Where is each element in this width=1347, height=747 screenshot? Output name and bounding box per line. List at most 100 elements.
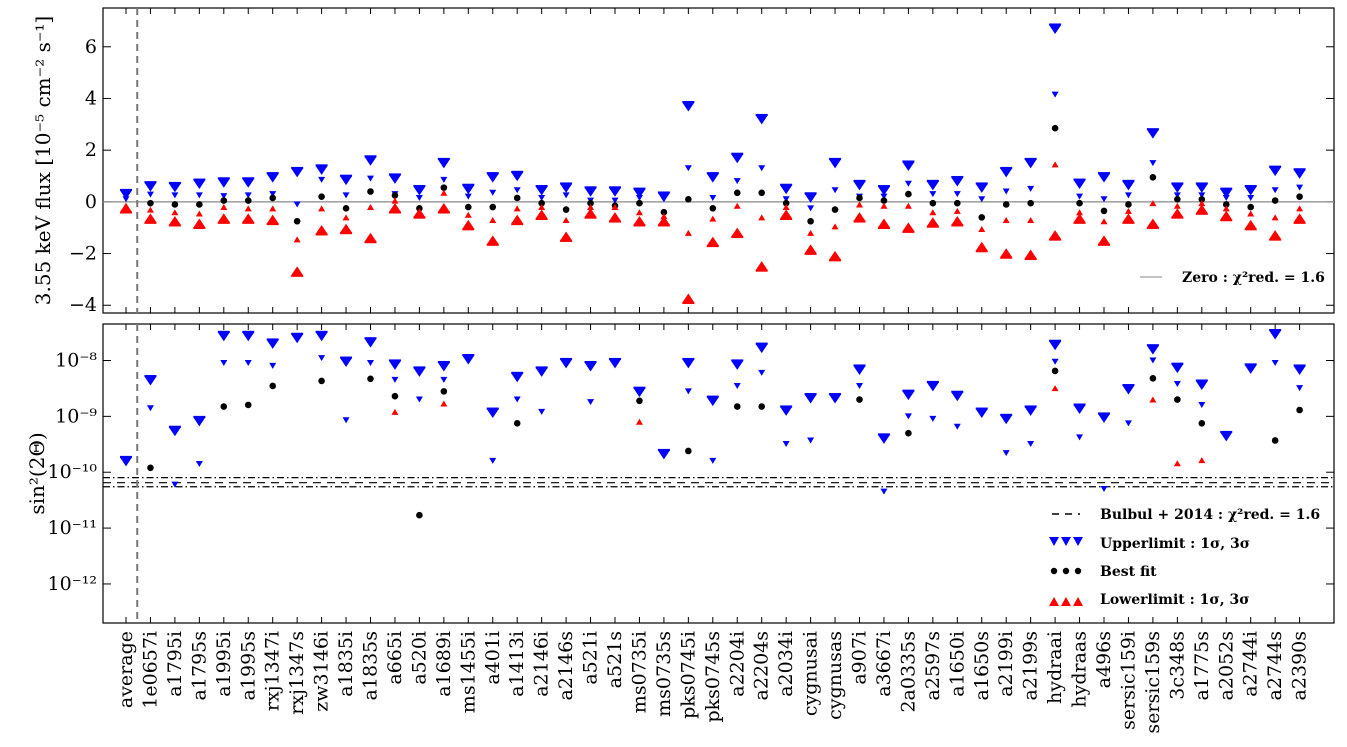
flux-point: [976, 242, 988, 251]
flux-point: [1027, 186, 1034, 192]
category-label: a1995i: [213, 631, 235, 697]
flux-point: [1171, 184, 1183, 193]
flux-point: [902, 162, 914, 171]
flux-point: [245, 205, 252, 211]
mixing-series-3: [391, 385, 1205, 466]
flux-point: [171, 192, 178, 198]
flux-point: [514, 205, 521, 211]
flux-point: [511, 215, 523, 224]
mixing-point: [1003, 450, 1010, 456]
flux-point: [1149, 200, 1156, 206]
flux-point: [1245, 187, 1257, 196]
flux-point: [1074, 180, 1086, 189]
mixing-point: [1272, 360, 1279, 366]
flux-point: [685, 165, 692, 171]
flux-point: [1000, 168, 1012, 177]
legend-bulbul-label: Bulbul + 2014 : χ²red. = 1.6: [1100, 507, 1320, 523]
flux-point: [1269, 230, 1281, 239]
flux-ytick-label: −4: [69, 294, 97, 316]
category-label: a1835i: [335, 631, 357, 697]
flux-point: [291, 168, 303, 177]
mixing-point: [709, 458, 716, 464]
category-label: a1795i: [164, 631, 186, 697]
flux-point: [365, 233, 377, 242]
mixing-point: [147, 464, 154, 471]
flux-point: [1147, 219, 1159, 228]
mixing-ytick-label: 10⁻¹⁰: [48, 461, 98, 483]
flux-point: [807, 205, 814, 211]
flux-ytick-label: 4: [85, 87, 97, 109]
mixing-point: [636, 397, 643, 404]
category-label: a2052s: [1215, 631, 1237, 700]
flux-point: [221, 197, 228, 204]
legend-bestfit-markers: [1051, 568, 1081, 574]
flux-point: [438, 159, 450, 168]
flux-point: [196, 192, 203, 198]
mixing-point: [291, 334, 303, 343]
flux-point: [318, 177, 325, 183]
flux-point: [710, 205, 717, 212]
mixing-point: [438, 362, 450, 371]
mixing-point: [1027, 441, 1034, 447]
mixing-point: [1052, 368, 1059, 375]
mixing-point: [367, 376, 374, 383]
mixing-point: [391, 377, 398, 383]
flux-point: [1098, 174, 1110, 183]
flux-point: [707, 237, 719, 246]
flux-point: [1076, 200, 1083, 207]
mixing-point: [1076, 434, 1083, 440]
mixing-point: [1025, 407, 1037, 416]
mixing-point: [1122, 386, 1134, 395]
category-label: 3c348s: [1166, 631, 1188, 700]
flux-point: [585, 188, 597, 197]
category-label: rxj1347i: [262, 631, 284, 711]
flux-point: [172, 201, 179, 208]
mixing-point: [685, 448, 692, 455]
flux-point: [294, 201, 301, 207]
mixing-point: [1196, 381, 1208, 390]
flux-point: [291, 266, 303, 275]
flux-point: [1247, 210, 1254, 216]
mixing-point: [218, 332, 230, 341]
flux-point: [636, 200, 643, 207]
flux-point: [1247, 204, 1254, 211]
flux-point: [609, 212, 621, 221]
mixing-point: [685, 388, 692, 394]
mixing-point: [1125, 420, 1132, 426]
flux-point: [340, 224, 352, 233]
flux-point: [930, 200, 937, 207]
flux-point: [340, 176, 352, 185]
flux-point: [902, 222, 914, 231]
flux-point: [1098, 235, 1110, 244]
flux-point: [514, 187, 521, 193]
flux-point: [951, 177, 963, 186]
flux-series-0: [123, 92, 1304, 212]
category-label: a1689i: [433, 631, 455, 697]
mixing-point: [169, 427, 181, 436]
flux-point: [954, 191, 961, 197]
category-label: a2034i: [775, 631, 797, 697]
flux-point: [389, 203, 401, 212]
flux-point: [905, 191, 912, 198]
mixing-point: [682, 359, 694, 368]
flux-point: [391, 198, 398, 204]
category-label: rxj1347s: [286, 631, 308, 715]
flux-point: [316, 166, 328, 175]
flux-point: [758, 165, 765, 171]
mixing-point: [120, 457, 132, 466]
mixing-point: [1272, 437, 1279, 444]
flux-point: [120, 190, 132, 199]
category-label: a1413i: [506, 631, 528, 697]
flux-point: [854, 181, 866, 190]
legend-zero-label: Zero : χ²red. = 1.6: [1182, 270, 1325, 286]
flux-point: [1076, 194, 1083, 200]
flux-point: [343, 192, 350, 198]
mixing-ytick-label: 10⁻⁹: [55, 405, 97, 427]
flux-point: [585, 208, 597, 217]
mixing-point: [1296, 385, 1303, 391]
legend-upperlimit-markers: [1049, 537, 1083, 546]
mixing-point: [489, 458, 496, 464]
flux-point: [1174, 196, 1181, 203]
category-label: a2199s: [1020, 631, 1042, 700]
mixing-point: [976, 409, 988, 418]
